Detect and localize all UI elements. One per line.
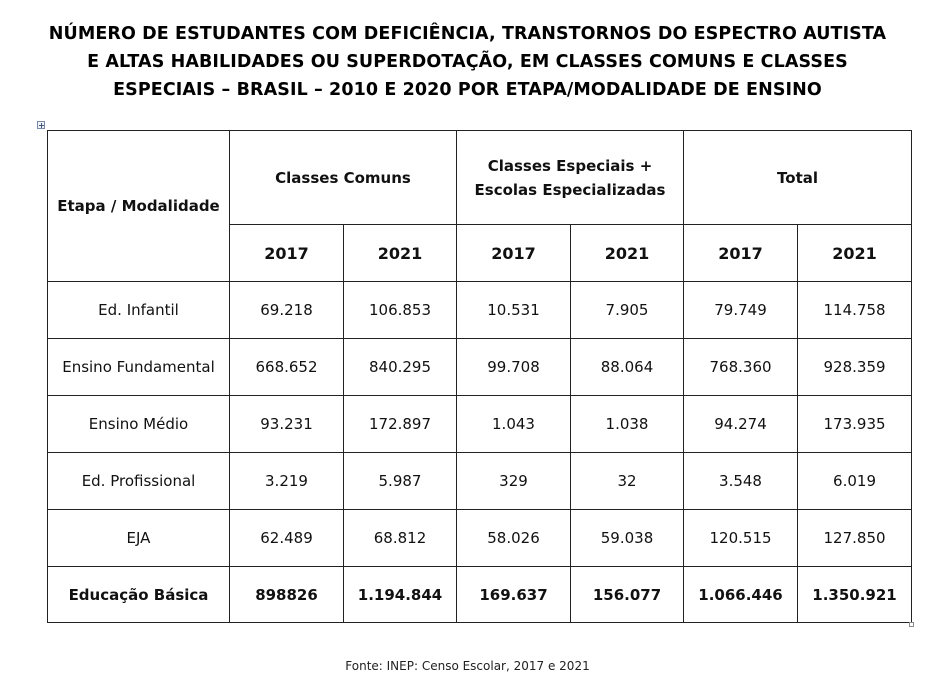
table-cell: 1.038 [569,395,685,453]
table-resize-handle-icon[interactable] [909,622,914,627]
table-cell: 1.066.446 [683,566,799,623]
table-move-handle-icon[interactable] [37,121,45,129]
table-cell: 172.897 [343,395,457,453]
table-row: Ed. Infantil 69.218 106.853 10.531 7.905… [47,281,913,339]
table-cell: 1.194.844 [343,566,457,623]
table-cell: 68.812 [343,509,457,567]
table-cell: 114.758 [797,281,913,339]
header-classes-especiais-line1: Classes Especiais + [487,156,653,175]
table-cell: 3.548 [683,452,799,510]
header-classes-especiais-line2: Escolas Especializadas [474,180,666,199]
table-cell: 106.853 [343,281,457,339]
header-classes-comuns: Classes Comuns [229,130,457,225]
table-cell: 58.026 [456,509,571,567]
header-year: 2021 [569,224,685,282]
table-cell: 173.935 [797,395,913,453]
header-total: Total [683,130,913,225]
table-cell: 94.274 [683,395,799,453]
data-table: Etapa / Modalidade Classes Comuns Classe… [47,130,913,623]
table-cell: 840.295 [343,338,457,396]
row-label: Ensino Médio [47,395,230,453]
table-cell: 5.987 [343,452,457,510]
document-title: NÚMERO DE ESTUDANTES COM DEFICIÊNCIA, TR… [0,20,935,104]
table-cell: 79.749 [683,281,799,339]
header-year: 2017 [456,224,571,282]
title-line-1: NÚMERO DE ESTUDANTES COM DEFICIÊNCIA, TR… [48,24,887,44]
header-etapa: Etapa / Modalidade [47,130,230,282]
table-cell: 7.905 [569,281,685,339]
row-label: Educação Básica [47,566,230,623]
header-year: 2021 [797,224,913,282]
header-classes-especiais: Classes Especiais + Escolas Especializad… [455,130,685,225]
table-cell: 127.850 [797,509,913,567]
table-cell: 169.637 [456,566,571,623]
header-year: 2017 [229,224,344,282]
table-row: Ensino Médio 93.231 172.897 1.043 1.038 … [47,395,913,453]
table-cell: 1.043 [456,395,571,453]
row-label: Ensino Fundamental [47,338,230,396]
row-label: EJA [47,509,230,567]
title-line-2: E ALTAS HABILIDADES OU SUPERDOTAÇÃO, EM … [87,52,848,72]
row-label: Ed. Profissional [47,452,230,510]
table-row: EJA 62.489 68.812 58.026 59.038 120.515 … [47,509,913,567]
table-cell: 898826 [229,566,344,623]
table-cell: 69.218 [229,281,344,339]
source-note: Fonte: INEP: Censo Escolar, 2017 e 2021 [345,659,590,673]
table-cell: 329 [456,452,571,510]
table-cell: 768.360 [683,338,799,396]
table-cell: 156.077 [569,566,685,623]
table-cell: 59.038 [569,509,685,567]
table-row-total: Educação Básica 898826 1.194.844 169.637… [47,566,913,623]
table-cell: 93.231 [229,395,344,453]
table-cell: 88.064 [569,338,685,396]
table-cell: 928.359 [797,338,913,396]
table-cell: 120.515 [683,509,799,567]
table-cell: 99.708 [456,338,571,396]
table-cell: 10.531 [456,281,571,339]
table-cell: 1.350.921 [797,566,913,623]
table-cell: 668.652 [229,338,344,396]
header-row-groups: Etapa / Modalidade Classes Comuns Classe… [47,130,913,282]
title-line-3: ESPECIAIS – BRASIL – 2010 E 2020 POR ETA… [113,80,822,100]
table-cell: 6.019 [797,452,913,510]
table-cell: 62.489 [229,509,344,567]
table-cell: 32 [569,452,685,510]
table-row: Ensino Fundamental 668.652 840.295 99.70… [47,338,913,396]
row-label: Ed. Infantil [47,281,230,339]
table-row: Ed. Profissional 3.219 5.987 329 32 3.54… [47,452,913,510]
header-year: 2017 [683,224,799,282]
table-cell: 3.219 [229,452,344,510]
header-year: 2021 [343,224,457,282]
header-row-years: 2017 2021 2017 2021 2017 2021 [48,224,913,282]
